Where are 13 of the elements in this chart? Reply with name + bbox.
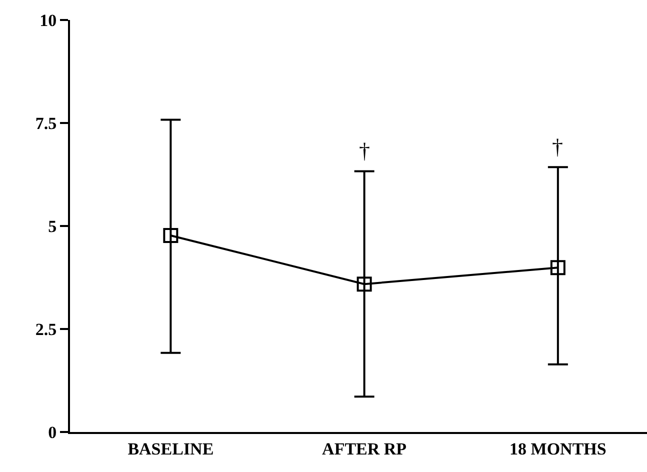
y-tick-label: 10 bbox=[40, 10, 57, 30]
x-tick-label: BASELINE bbox=[128, 439, 214, 458]
point bbox=[163, 228, 178, 243]
y-tick-label: 5 bbox=[48, 216, 57, 236]
x-tick-label: AFTER RP bbox=[322, 439, 407, 458]
y-tick-label: 0 bbox=[48, 422, 57, 442]
y-tick-label: 7.5 bbox=[35, 114, 57, 133]
y-tick-label: 2.5 bbox=[35, 320, 57, 339]
annotation: † bbox=[359, 138, 370, 163]
x-tick-label: 18 MONTHS bbox=[510, 439, 606, 458]
point bbox=[356, 276, 372, 292]
annotation: † bbox=[552, 134, 563, 159]
point bbox=[550, 260, 566, 276]
